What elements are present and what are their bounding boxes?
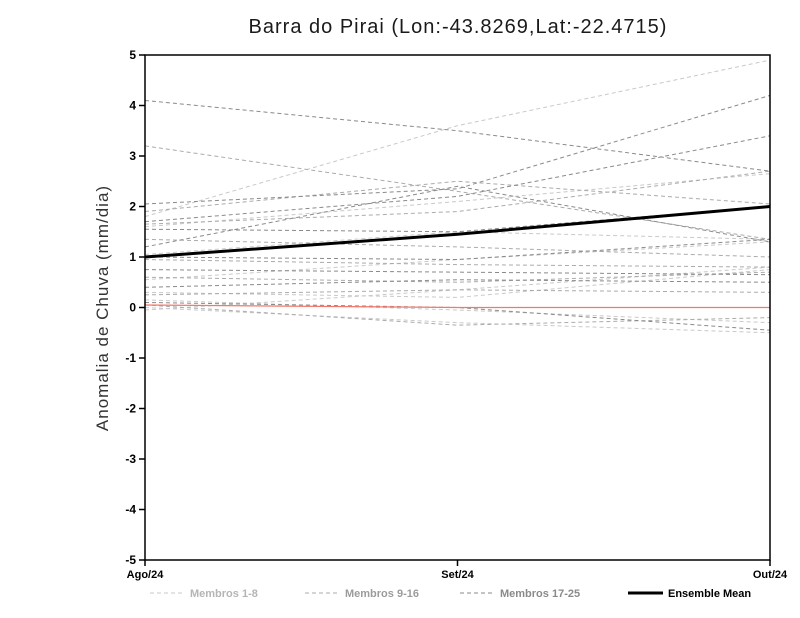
member-line-g1-3 bbox=[144, 238, 771, 258]
y-tick-label: 4 bbox=[129, 99, 136, 113]
member-line-g0-1 bbox=[144, 173, 771, 228]
y-tick-label: 3 bbox=[129, 149, 136, 163]
y-tick-label: 0 bbox=[129, 301, 136, 315]
member-line-g2-7 bbox=[144, 279, 771, 288]
legend-label-membros-9-16: Membros 9-16 bbox=[345, 588, 419, 600]
y-tick-label: -3 bbox=[125, 452, 136, 466]
member-line-g2-8 bbox=[144, 301, 771, 331]
member-line-g1-5 bbox=[144, 271, 771, 283]
member-line-g2-6 bbox=[144, 269, 771, 276]
member-line-g1-7 bbox=[144, 304, 771, 326]
x-tick-label: Set/24 bbox=[441, 569, 474, 581]
legend-label-ensemble-mean: Ensemble Mean bbox=[668, 588, 751, 600]
member-line-g0-6 bbox=[144, 307, 771, 334]
chart-legend: Membros 1-8 Membros 9-16 Membros 17-25 E… bbox=[150, 588, 751, 600]
member-line-g2-5 bbox=[144, 238, 771, 261]
member-line-g0-2 bbox=[144, 231, 771, 255]
y-tick-label: -1 bbox=[125, 351, 136, 365]
member-line-g1-6 bbox=[144, 289, 771, 296]
chart-title: Barra do Pirai (Lon:-43.8269,Lat:-22.471… bbox=[249, 16, 668, 38]
legend-item-membros-1-8: Membros 1-8 bbox=[150, 588, 258, 600]
member-line-g0-5 bbox=[144, 299, 771, 324]
member-line-g2-4 bbox=[144, 185, 771, 248]
legend-label-membros-1-8: Membros 1-8 bbox=[190, 588, 258, 600]
red-reference-line bbox=[144, 304, 770, 309]
y-tick-label: -4 bbox=[125, 503, 136, 517]
y-tick-label: -2 bbox=[125, 402, 136, 416]
y-tick-label: -5 bbox=[125, 553, 136, 567]
series-layer bbox=[144, 59, 771, 334]
y-tick-label: 1 bbox=[129, 250, 136, 264]
legend-item-membros-17-25: Membros 17-25 bbox=[460, 588, 580, 600]
legend-item-ensemble-mean: Ensemble Mean bbox=[628, 588, 751, 600]
y-tick-label: 5 bbox=[129, 48, 136, 62]
member-line-g2-1 bbox=[144, 94, 771, 205]
y-axis-label: Anomalia de Chuva (mm/dia) bbox=[93, 185, 112, 431]
member-line-g1-4 bbox=[144, 259, 771, 268]
legend-label-membros-17-25: Membros 17-25 bbox=[500, 588, 580, 600]
member-line-g2-2 bbox=[144, 135, 771, 223]
x-tick-label: Ago/24 bbox=[127, 569, 165, 581]
member-line-g0-0 bbox=[144, 59, 771, 218]
ensemble-mean-line bbox=[144, 205, 771, 259]
y-tick-label: 2 bbox=[129, 200, 136, 214]
x-tick-label: Out/24 bbox=[753, 569, 788, 581]
member-line-g2-0 bbox=[144, 99, 771, 172]
member-line-g1-0 bbox=[144, 145, 771, 240]
member-line-g0-4 bbox=[144, 269, 771, 298]
legend-item-membros-9-16: Membros 9-16 bbox=[305, 588, 419, 600]
member-line-g0-3 bbox=[144, 241, 771, 281]
axis-layer: 5 4 3 2 1 0 -1 -2 -3 -4 -5 Ago/24 Set/24 Out/24 bbox=[125, 48, 788, 581]
